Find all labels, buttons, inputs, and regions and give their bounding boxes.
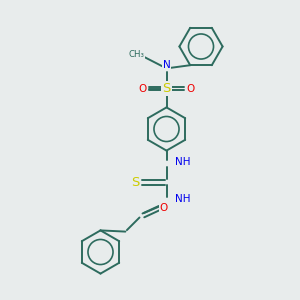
Text: S: S [131, 176, 139, 189]
Text: O: O [160, 203, 168, 213]
Text: O: O [138, 83, 147, 94]
Text: NH: NH [175, 194, 190, 204]
Text: N: N [163, 59, 170, 70]
Text: O: O [186, 83, 195, 94]
Text: CH₃: CH₃ [128, 50, 145, 59]
Text: S: S [162, 82, 171, 95]
Text: NH: NH [175, 157, 190, 167]
